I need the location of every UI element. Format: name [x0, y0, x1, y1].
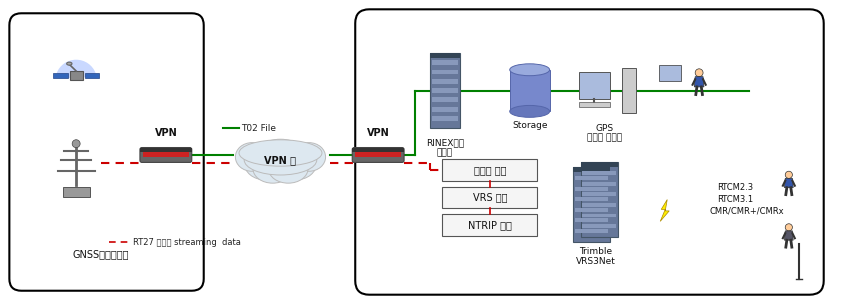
Bar	[574, 176, 608, 180]
FancyBboxPatch shape	[140, 148, 192, 162]
Bar	[572, 167, 610, 172]
FancyBboxPatch shape	[352, 148, 405, 162]
Bar	[442, 214, 537, 236]
Bar	[69, 71, 83, 81]
Text: GNSS위성기준점: GNSS위성기준점	[73, 249, 129, 259]
Bar	[580, 162, 619, 167]
Bar	[510, 70, 549, 111]
Ellipse shape	[510, 106, 549, 117]
Bar	[583, 171, 616, 175]
Text: Trimble: Trimble	[578, 247, 612, 256]
Circle shape	[72, 140, 81, 148]
Polygon shape	[694, 77, 704, 87]
Text: VRS 생성: VRS 생성	[472, 192, 507, 203]
Text: RTCM3.1: RTCM3.1	[717, 195, 753, 204]
Ellipse shape	[67, 62, 72, 65]
Bar	[432, 79, 458, 84]
Bar	[574, 218, 608, 222]
Circle shape	[785, 171, 793, 178]
Bar	[572, 167, 610, 242]
Ellipse shape	[252, 139, 309, 181]
Text: 데이터 수신: 데이터 수신	[474, 165, 506, 175]
Bar	[356, 152, 401, 157]
Bar	[53, 73, 68, 78]
Ellipse shape	[253, 155, 292, 183]
Bar	[580, 162, 619, 237]
Ellipse shape	[244, 145, 317, 175]
Circle shape	[695, 69, 703, 77]
Bar	[622, 68, 637, 113]
Polygon shape	[784, 178, 794, 188]
Text: RT27 실시간 streaming  data: RT27 실시간 streaming data	[133, 238, 241, 247]
Text: GPS: GPS	[596, 124, 614, 133]
Bar	[140, 148, 192, 152]
Bar	[574, 229, 608, 233]
FancyBboxPatch shape	[356, 9, 824, 295]
Text: 시스템: 시스템	[437, 149, 453, 157]
Bar	[432, 97, 458, 102]
Bar	[352, 148, 405, 152]
Ellipse shape	[268, 155, 308, 183]
Bar	[583, 203, 616, 207]
Bar	[583, 192, 616, 196]
Polygon shape	[784, 231, 794, 240]
Bar	[574, 197, 608, 201]
Bar	[574, 187, 608, 191]
Bar	[432, 60, 458, 65]
Text: VPN 망: VPN 망	[265, 155, 297, 165]
Bar	[659, 65, 681, 81]
Bar	[583, 224, 616, 228]
Text: VPN: VPN	[154, 128, 177, 138]
Text: VPN: VPN	[367, 128, 390, 138]
Bar	[432, 88, 458, 93]
Text: 기준점 서비스: 기준점 서비스	[587, 134, 622, 143]
Text: NTRIP 방송: NTRIP 방송	[468, 220, 512, 230]
Text: CMR/CMR+/CMRx: CMR/CMR+/CMRx	[709, 207, 783, 216]
Wedge shape	[57, 60, 96, 81]
Text: VRS3Net: VRS3Net	[576, 257, 615, 266]
Bar	[574, 208, 608, 212]
FancyBboxPatch shape	[9, 13, 204, 291]
Bar	[442, 159, 537, 181]
Text: T02 File: T02 File	[241, 124, 276, 133]
Text: RTCM2.3: RTCM2.3	[717, 183, 753, 192]
Ellipse shape	[244, 146, 285, 180]
Text: Storage: Storage	[512, 121, 548, 130]
Bar	[578, 72, 610, 99]
Bar	[430, 53, 460, 58]
Bar	[143, 152, 189, 157]
Bar	[432, 116, 458, 121]
Bar	[442, 187, 537, 209]
Ellipse shape	[236, 143, 268, 171]
Bar	[432, 107, 458, 112]
Ellipse shape	[239, 140, 322, 166]
Bar	[432, 70, 458, 74]
Bar	[583, 182, 616, 186]
Bar	[583, 214, 616, 217]
Bar	[63, 187, 90, 197]
Circle shape	[785, 224, 793, 231]
Ellipse shape	[292, 143, 326, 171]
Ellipse shape	[275, 146, 317, 180]
Bar	[85, 73, 99, 78]
Polygon shape	[660, 199, 669, 221]
Bar	[578, 102, 610, 107]
Text: RINEX변환: RINEX변환	[426, 138, 464, 148]
Bar	[430, 53, 460, 128]
Ellipse shape	[510, 64, 549, 76]
